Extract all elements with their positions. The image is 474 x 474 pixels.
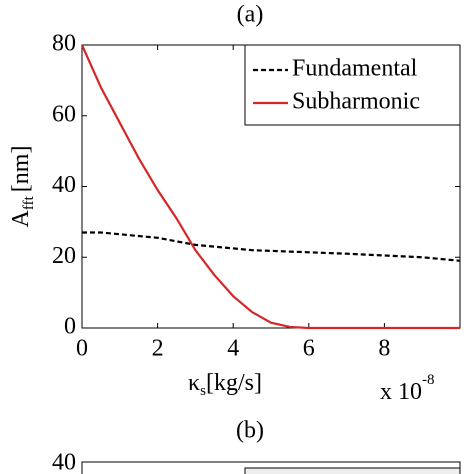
- label-part: x 10: [380, 379, 422, 405]
- label-part: A: [8, 209, 34, 227]
- legend-box: [244, 44, 461, 126]
- legend-label: Subharmonic: [292, 89, 420, 115]
- legend-label: Fundamental: [292, 56, 418, 82]
- x-multiplier: x 10-8: [380, 372, 435, 404]
- label-part: s: [200, 383, 206, 399]
- plot-frame: [81, 461, 461, 474]
- label-part: [kg/s]: [206, 370, 262, 396]
- series-line: [82, 231, 461, 262]
- label-part: [nm]: [8, 146, 34, 193]
- panel-title: (b): [236, 418, 264, 444]
- y-axis-label: Afft [nm]: [8, 146, 38, 228]
- label-part: fft: [21, 195, 37, 210]
- series-line: [80, 44, 460, 330]
- y-tick-label: 40: [52, 450, 76, 474]
- x-tick-label: 0: [76, 336, 88, 362]
- y-tick-label: 0: [64, 314, 76, 340]
- x-tick-label: 4: [227, 336, 239, 362]
- label-part: κ: [188, 370, 200, 396]
- y-tick-label: 80: [52, 31, 76, 57]
- y-tick-label: 40: [52, 172, 76, 198]
- x-axis-label: κs[kg/s]: [188, 370, 262, 400]
- legend-box: [244, 467, 461, 474]
- x-tick-label: 6: [303, 336, 315, 362]
- y-tick-label: 20: [52, 243, 76, 269]
- x-tick-label: 2: [152, 336, 164, 362]
- chart-title: (a): [237, 2, 264, 28]
- label-part: -8: [422, 372, 435, 388]
- y-tick-label: 60: [52, 101, 76, 127]
- x-tick-label: 8: [378, 336, 390, 362]
